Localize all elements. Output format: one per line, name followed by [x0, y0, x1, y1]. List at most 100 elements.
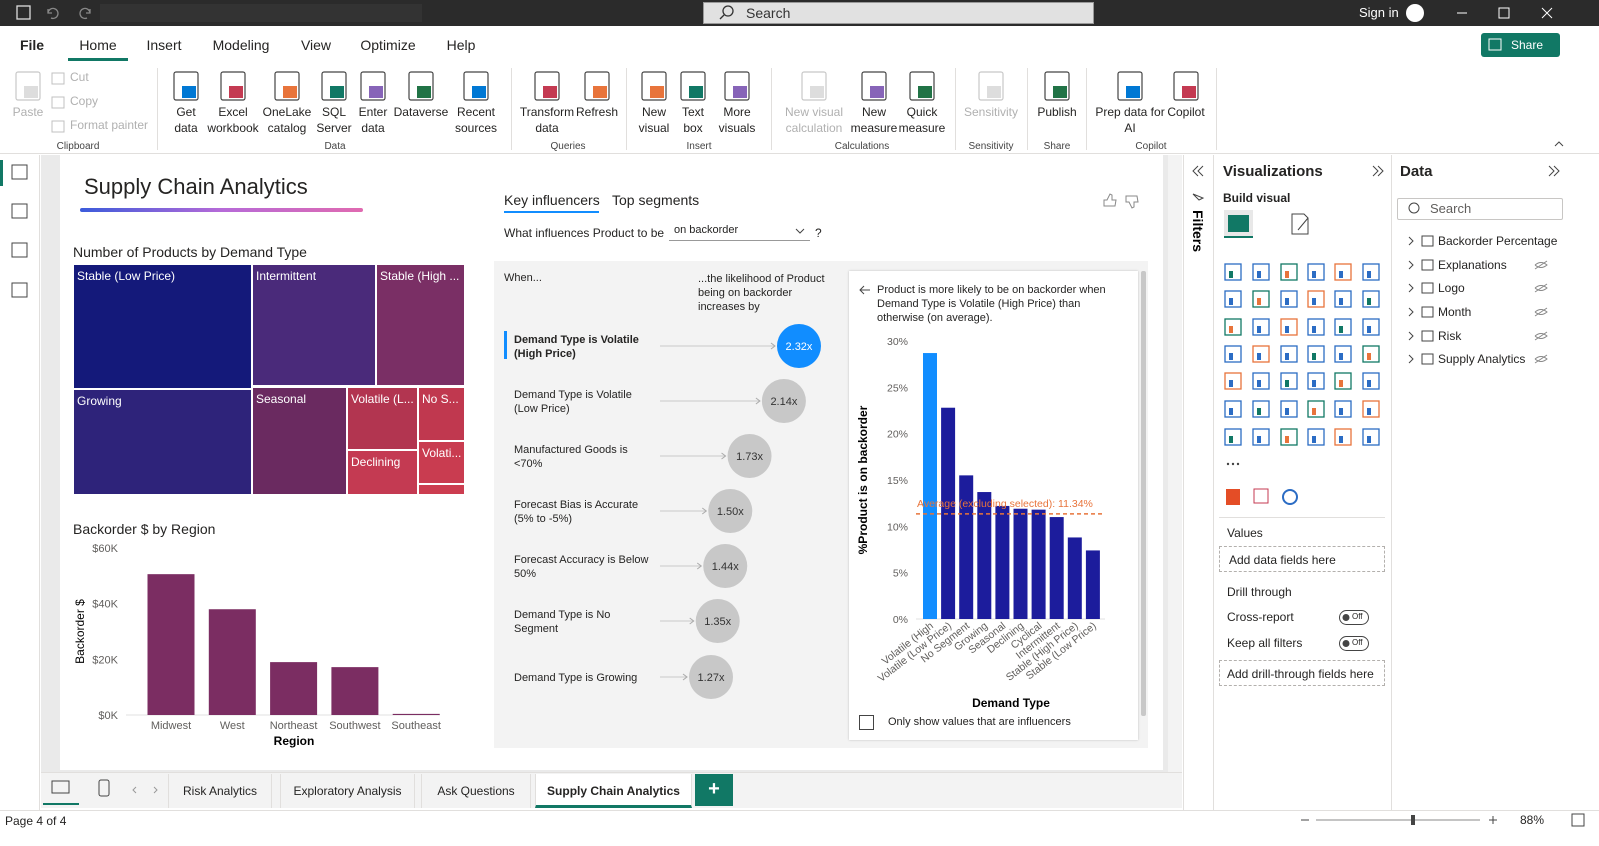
ribbon-button[interactable]: OneLake catalog [262, 105, 312, 135]
ribbon-button[interactable]: Transform data [519, 105, 575, 135]
data-pane-title: Data [1400, 163, 1433, 180]
page-tab[interactable] [280, 774, 415, 808]
toggle[interactable] [1339, 610, 1369, 625]
data-field[interactable]: Supply Analytics [1438, 352, 1526, 366]
ki-label[interactable]: Forecast Accuracy is Below 50% [514, 554, 649, 580]
ki-tab[interactable]: Key influencers [504, 192, 600, 208]
ribbon-button[interactable]: New measure [850, 105, 898, 135]
ribbon-button[interactable]: Prep data for AI [1095, 105, 1165, 135]
menu-tab[interactable]: Modeling [212, 37, 270, 53]
viz-drill-text: Add drill-through fields here [1227, 667, 1374, 681]
treemap-cell[interactable] [253, 388, 346, 494]
treemap-title: Number of Products by Demand Type [73, 244, 307, 260]
filters-strip [1183, 155, 1214, 810]
treemap-label: Declining [351, 455, 401, 469]
data-field[interactable]: Backorder Percentage [1438, 234, 1558, 248]
ribbon-button[interactable]: Paste [12, 105, 44, 119]
ribbon-button[interactable]: Copilot [1167, 105, 1205, 119]
page-tab-label: Ask Questions [437, 784, 515, 798]
page-tab-label: Risk Analytics [182, 784, 258, 798]
ribbon-button[interactable]: Dataverse [393, 105, 449, 119]
toggle[interactable] [1339, 636, 1369, 651]
ribbon-small-button[interactable]: Format painter [70, 118, 149, 132]
treemap-label: Growing [77, 394, 122, 408]
treemap-cell[interactable] [348, 388, 417, 449]
menu-tab[interactable]: Insert [146, 37, 182, 53]
treemap-cell[interactable] [74, 265, 251, 388]
menu-tab[interactable]: Help [446, 37, 476, 53]
ribbon-separator [1086, 68, 1087, 150]
ribbon-button[interactable]: Sensitivity [963, 105, 1019, 119]
ribbon-button[interactable]: Publish [1037, 105, 1077, 119]
menu-tab[interactable]: Home [79, 37, 117, 53]
menu-tab[interactable]: File [19, 37, 45, 53]
ki-increase: ...the likelihood of Product being on ba… [698, 273, 825, 313]
ribbon-button[interactable]: Recent sources [454, 105, 498, 135]
treemap-cell[interactable] [74, 390, 251, 494]
ribbon-group-label: Calculations [834, 141, 890, 152]
report-title: Supply Chain Analytics [84, 174, 308, 199]
ki-label[interactable]: Demand Type is Growing [514, 672, 638, 684]
ki-tab[interactable]: Top segments [612, 192, 700, 208]
ribbon-button[interactable]: Quick measure [898, 105, 946, 135]
menu-tab[interactable]: Optimize [360, 37, 416, 53]
viz-build: Build visual [1223, 191, 1291, 205]
share-label: Share [1511, 38, 1544, 52]
viz-values-well[interactable] [1219, 546, 1385, 572]
ribbon-separator [955, 68, 956, 150]
ki-label[interactable]: Manufactured Goods is <70% [514, 444, 628, 470]
ribbon-button[interactable]: Refresh [575, 105, 619, 119]
treemap-cell[interactable] [377, 265, 464, 385]
ki-detail-scroll [1141, 271, 1146, 716]
data-field[interactable]: Explanations [1438, 258, 1507, 272]
add-page[interactable]: + [695, 774, 733, 806]
ribbon-separator [1027, 68, 1028, 150]
ribbon-button[interactable]: Excel workbook [207, 105, 259, 135]
ribbon-button[interactable]: More visuals [718, 105, 756, 135]
ribbon-small-button[interactable]: Cut [70, 70, 89, 84]
page-tab-label: Supply Chain Analytics [547, 784, 680, 798]
toggle-label: Keep all filters [1227, 636, 1303, 650]
ki-dropdown[interactable] [669, 221, 810, 241]
sign-in[interactable]: Sign in [1359, 5, 1399, 20]
page-tab[interactable] [535, 774, 692, 808]
ribbon-button[interactable]: Get data [174, 105, 198, 135]
ki-label[interactable]: Demand Type is Volatile (Low Price) [514, 389, 632, 415]
checkbox[interactable] [859, 715, 874, 730]
treemap-label: Stable (Low Price) [77, 269, 176, 283]
data-field[interactable]: Logo [1438, 281, 1465, 295]
ribbon-button[interactable]: New visual calculation [784, 105, 844, 135]
page-tab[interactable] [421, 774, 531, 808]
ribbon-button[interactable]: SQL Server [316, 105, 352, 135]
ribbon-button[interactable]: Enter data [358, 105, 388, 135]
data-search[interactable] [1397, 198, 1563, 220]
ribbon-group-label: Queries [550, 141, 586, 152]
ribbon [0, 62, 1599, 154]
treemap-cell[interactable] [419, 388, 464, 440]
viz-pane [1215, 155, 1392, 810]
ribbon-button[interactable]: New visual [638, 105, 670, 135]
page-tab[interactable] [168, 774, 272, 808]
ribbon-group-label: Share [1043, 141, 1071, 152]
data-field[interactable]: Month [1438, 305, 1472, 319]
treemap-cell[interactable] [419, 442, 464, 483]
viz-build-tab[interactable] [1224, 210, 1253, 238]
treemap-cell[interactable] [419, 485, 464, 494]
ki-label[interactable]: Forecast Bias is Accurate (5% to -5%) [514, 499, 639, 525]
treemap-cell[interactable] [253, 265, 375, 385]
viz-drill-well[interactable] [1219, 660, 1385, 686]
toggle-state: Off [1352, 612, 1363, 621]
ki-label[interactable]: Demand Type is Volatile (High Price) [514, 334, 639, 360]
ki-label[interactable]: Demand Type is No Segment [514, 609, 611, 635]
desktop-view[interactable] [43, 775, 79, 805]
ribbon-small-button[interactable]: Copy [70, 94, 99, 108]
ki-dropdown-text: on backorder [674, 224, 739, 236]
treemap-cell[interactable] [348, 451, 417, 494]
ribbon-separator [771, 68, 772, 150]
search-text: Search [746, 5, 791, 21]
menu-tab[interactable]: View [300, 37, 332, 53]
ribbon-button[interactable]: Text box [681, 105, 704, 135]
search-box[interactable] [703, 2, 1094, 24]
data-field[interactable]: Risk [1438, 329, 1462, 343]
